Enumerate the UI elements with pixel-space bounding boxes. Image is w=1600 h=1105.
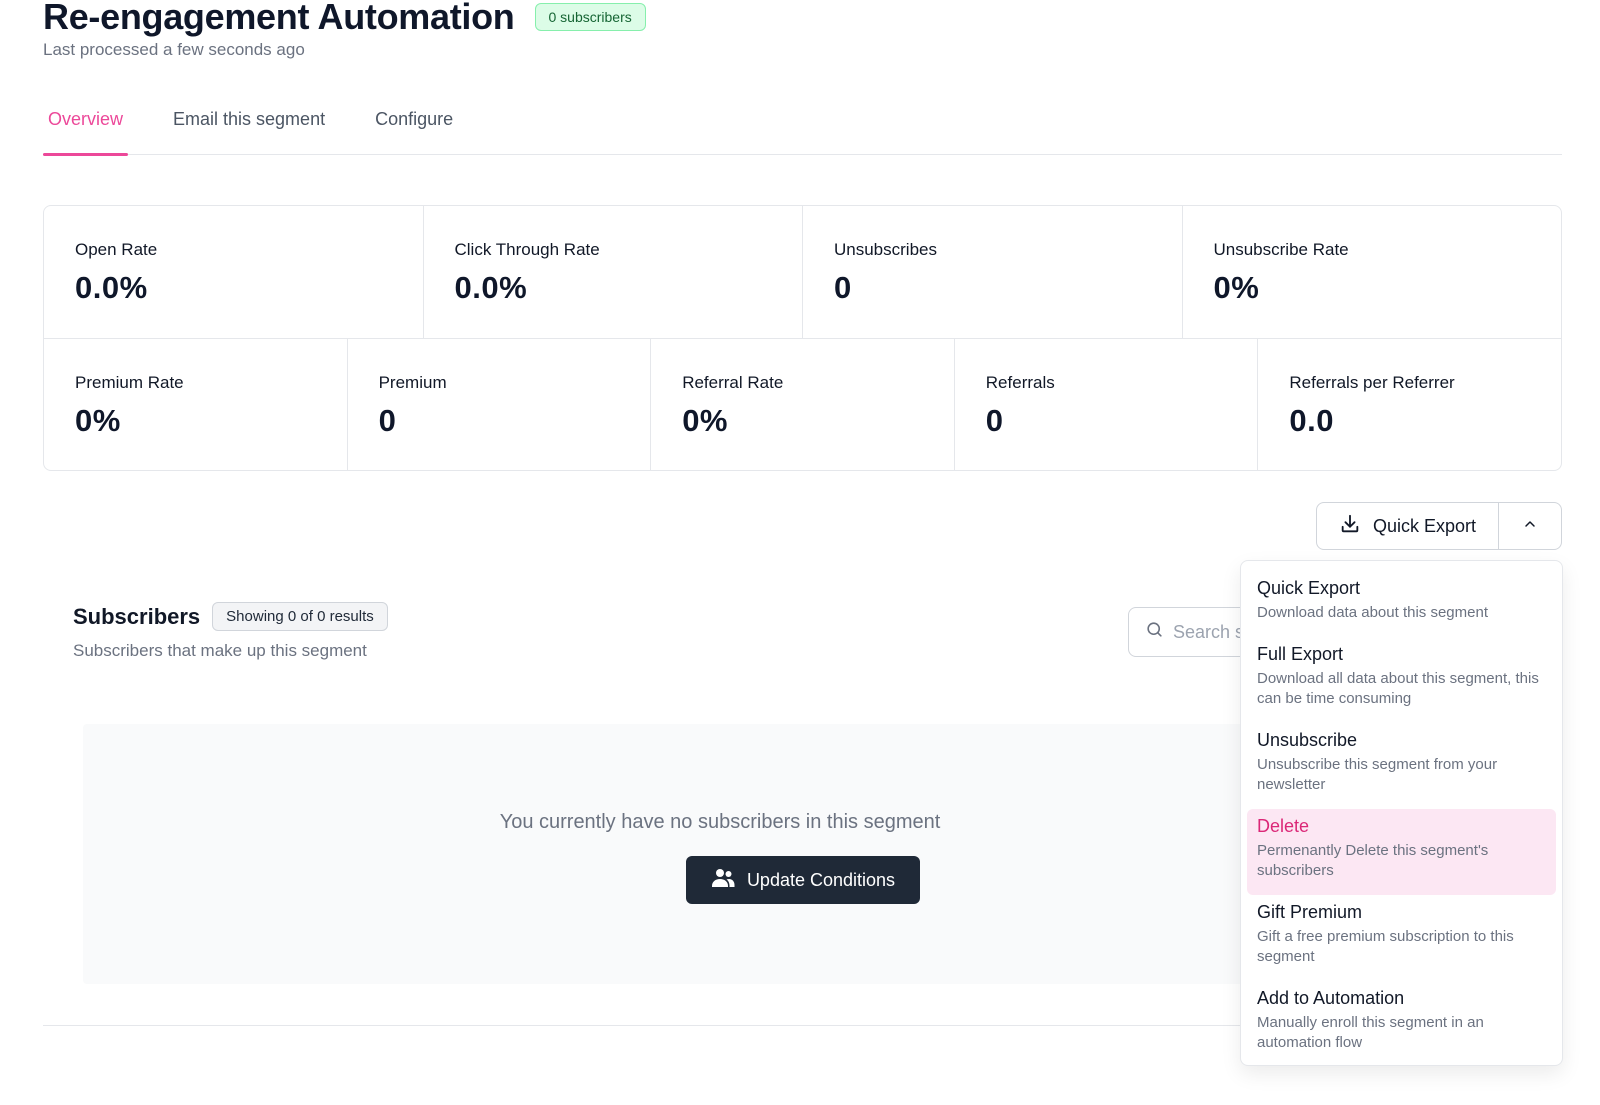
menu-item-unsubscribe[interactable]: Unsubscribe Unsubscribe this segment fro… <box>1247 723 1556 809</box>
quick-export-label: Quick Export <box>1372 515 1477 536</box>
menu-item-full-export[interactable]: Full Export Download all data about this… <box>1247 637 1556 723</box>
stats-row: Premium Rate 0% Premium 0 Referral Rate … <box>44 339 1561 470</box>
divider <box>43 1025 1562 1026</box>
stat-referrals: Referrals 0 <box>955 339 1259 470</box>
stat-value: 0.0% <box>454 270 528 305</box>
subscribers-description: Subscribers that make up this segment <box>73 641 367 660</box>
menu-item-label: Gift Premium <box>1257 902 1363 922</box>
chevron-up-icon <box>1522 516 1538 537</box>
stat-value: 0 <box>834 270 852 305</box>
menu-item-label: Add to Automation <box>1257 988 1405 1008</box>
menu-item-description: Download all data about this segment, th… <box>1257 670 1539 707</box>
stat-label: Referral Rate <box>682 373 784 392</box>
menu-item-label: Unsubscribe <box>1257 730 1358 750</box>
tab-email-this-segment[interactable]: Email this segment <box>173 109 326 129</box>
stat-premium: Premium 0 <box>348 339 652 470</box>
menu-item-gift-premium[interactable]: Gift Premium Gift a free premium subscri… <box>1247 895 1556 981</box>
export-actions-menu: Quick Export Download data about this se… <box>1240 560 1563 1066</box>
menu-item-label: Quick Export <box>1257 578 1361 598</box>
menu-item-delete[interactable]: Delete Permenantly Delete this segment's… <box>1247 809 1556 895</box>
stat-premium-rate: Premium Rate 0% <box>44 339 348 470</box>
menu-item-description: Permenantly Delete this segment's subscr… <box>1257 842 1489 879</box>
stat-label: Open Rate <box>75 240 158 259</box>
stat-label: Premium Rate <box>75 373 184 392</box>
export-menu-toggle[interactable] <box>1499 503 1561 549</box>
last-processed-text: Last processed a few seconds ago <box>43 40 305 59</box>
stat-value: 0.0% <box>75 270 148 305</box>
stat-open-rate: Open Rate 0.0% <box>44 206 424 338</box>
update-conditions-label: Update Conditions <box>746 869 896 890</box>
update-conditions-button[interactable]: Update Conditions <box>686 856 920 904</box>
stat-label: Unsubscribe Rate <box>1213 240 1349 259</box>
stat-value: 0.0 <box>1289 403 1334 438</box>
subscribers-title: Subscribers <box>73 603 201 629</box>
menu-item-description: Manually enroll this segment in an autom… <box>1257 1014 1484 1051</box>
page-header: Re-engagement Automation 0 subscribers L… <box>43 0 646 60</box>
empty-state-message: You currently have no subscribers in thi… <box>499 811 941 833</box>
search-icon <box>1145 620 1164 644</box>
tab-configure[interactable]: Configure <box>375 109 454 129</box>
menu-item-label: Full Export <box>1257 644 1344 664</box>
stat-label: Premium <box>378 373 447 392</box>
menu-item-description: Download data about this segment <box>1257 604 1488 621</box>
page-title: Re-engagement Automation <box>43 0 515 37</box>
empty-state-panel <box>83 724 1383 984</box>
stat-click-through-rate: Click Through Rate 0.0% <box>424 206 803 338</box>
tab-bar: Overview Email this segment Configure <box>43 95 1562 156</box>
results-count-badge: Showing 0 of 0 results <box>212 602 388 631</box>
stat-value: 0 <box>378 403 397 438</box>
stat-label: Unsubscribes <box>834 240 937 259</box>
stat-value: 0% <box>75 403 121 438</box>
stat-unsubscribes: Unsubscribes 0 <box>803 206 1183 338</box>
stat-value: 0 <box>985 403 1004 438</box>
users-icon <box>711 868 735 893</box>
quick-export-button[interactable]: Quick Export <box>1317 503 1499 549</box>
stats-panel: Open Rate 0.0% Click Through Rate 0.0% U… <box>43 205 1562 471</box>
stat-value: 0% <box>682 403 728 438</box>
menu-item-label: Delete <box>1257 816 1310 836</box>
download-icon <box>1339 513 1361 540</box>
menu-item-description: Unsubscribe this segment from your newsl… <box>1257 756 1498 793</box>
stat-label: Referrals per Referrer <box>1289 373 1455 392</box>
stat-unsubscribe-rate: Unsubscribe Rate 0% <box>1183 206 1562 338</box>
menu-item-description: Gift a free premium subscription to this… <box>1257 928 1514 965</box>
subscribers-header: Subscribers Showing 0 of 0 results Subsc… <box>73 602 388 661</box>
stat-label: Click Through Rate <box>454 240 600 259</box>
menu-item-quick-export[interactable]: Quick Export Download data about this se… <box>1247 571 1556 637</box>
stat-value: 0% <box>1213 270 1260 305</box>
tab-overview[interactable]: Overview <box>43 95 129 156</box>
stat-label: Referrals <box>985 373 1055 392</box>
stat-referrals-per-referrer: Referrals per Referrer 0.0 <box>1258 339 1561 470</box>
stat-referral-rate: Referral Rate 0% <box>651 339 955 470</box>
menu-item-add-to-automation[interactable]: Add to Automation Manually enroll this s… <box>1247 981 1556 1067</box>
subscriber-count-badge: 0 subscribers <box>534 3 646 31</box>
quick-export-split-button: Quick Export <box>1316 502 1562 550</box>
stats-row: Open Rate 0.0% Click Through Rate 0.0% U… <box>44 206 1561 339</box>
